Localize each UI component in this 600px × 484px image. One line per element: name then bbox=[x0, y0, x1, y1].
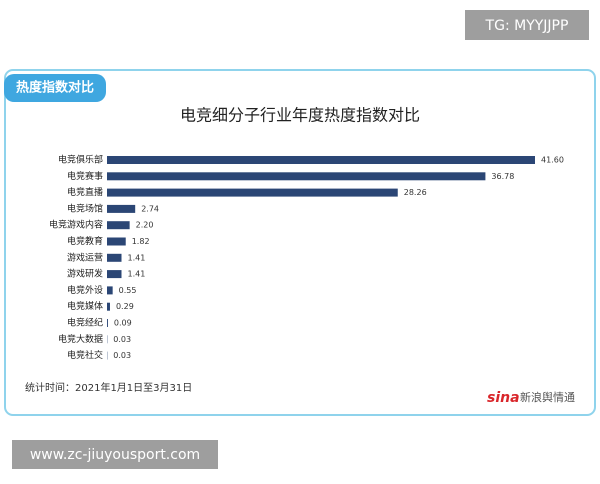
bar bbox=[107, 172, 485, 180]
bar bbox=[107, 270, 122, 278]
watermark: TG: MYYJJPP bbox=[485, 18, 569, 34]
category-label: 电竞俱乐部 bbox=[58, 154, 103, 166]
tag: 热度指数对比 bbox=[16, 80, 94, 96]
value-label: 1.41 bbox=[128, 270, 146, 279]
category-label: 电竞场馆 bbox=[67, 202, 103, 214]
value-label: 0.03 bbox=[113, 351, 131, 360]
value-label: 1.82 bbox=[132, 237, 150, 246]
bar bbox=[107, 205, 135, 213]
category-label: 电竞社交 bbox=[67, 349, 103, 361]
value-label: 36.78 bbox=[491, 172, 514, 181]
bar bbox=[107, 189, 398, 197]
watermark: www.zc-jiuyousport.com bbox=[30, 447, 200, 463]
bar bbox=[107, 303, 110, 311]
value-label: 0.09 bbox=[114, 319, 132, 328]
bar bbox=[107, 286, 113, 294]
value-label: 2.20 bbox=[136, 221, 154, 230]
category-label: 电竞经纪 bbox=[67, 317, 103, 329]
chart-title: 电竞细分子行业年度热度指数对比 bbox=[180, 106, 420, 125]
value-label: 1.41 bbox=[128, 253, 146, 262]
category-label: 电竞外设 bbox=[67, 284, 103, 296]
value-label: 0.55 bbox=[119, 286, 137, 295]
bar bbox=[107, 221, 130, 229]
bar bbox=[107, 254, 122, 262]
bar bbox=[107, 156, 535, 164]
source: 新浪舆情通 bbox=[520, 390, 575, 404]
category-label: 电竞赛事 bbox=[67, 170, 103, 182]
value-label: 0.03 bbox=[113, 335, 131, 344]
category-label: 电竞游戏内容 bbox=[49, 219, 103, 231]
value-label: 41.60 bbox=[541, 156, 564, 165]
value-label: 2.74 bbox=[141, 204, 159, 213]
category-label: 游戏研发 bbox=[67, 268, 103, 280]
bar bbox=[107, 319, 108, 327]
category-label: 电竞直播 bbox=[67, 186, 103, 198]
value-label: 28.26 bbox=[404, 188, 427, 197]
category-label: 电竞教育 bbox=[67, 235, 103, 247]
logo: sina bbox=[487, 390, 520, 406]
category-label: 电竞媒体 bbox=[67, 300, 103, 312]
category-label: 游戏运营 bbox=[67, 251, 103, 263]
category-label: 电竞大数据 bbox=[58, 333, 103, 345]
note: 统计时间：2021年1月1日至3月31日 bbox=[25, 381, 192, 394]
bar bbox=[107, 238, 126, 246]
value-label: 0.29 bbox=[116, 302, 134, 311]
